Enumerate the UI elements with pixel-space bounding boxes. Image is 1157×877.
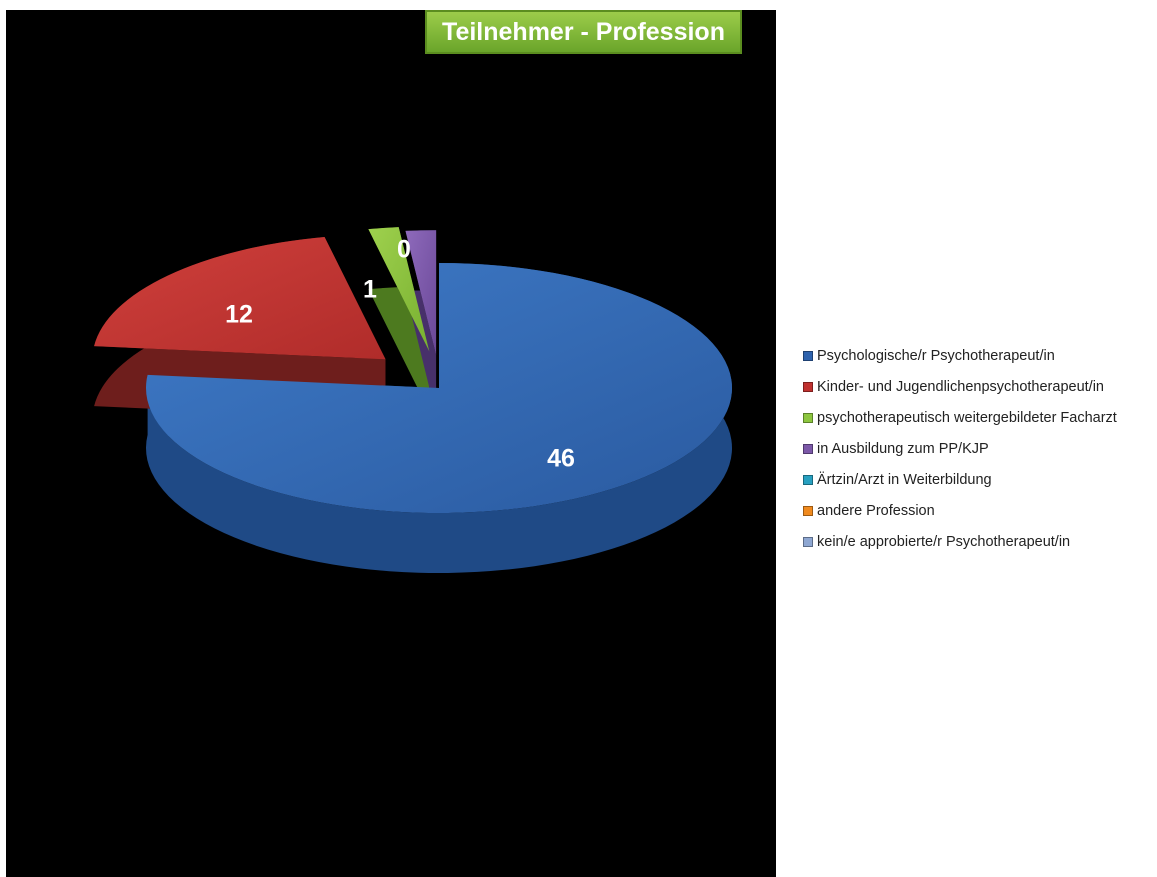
legend-swatch [803, 412, 813, 423]
pie-slice-2 [368, 227, 430, 352]
legend-swatch [803, 350, 813, 361]
legend-label: andere Profession [817, 502, 935, 519]
pie-slice-side-2 [368, 227, 430, 412]
chart-title: Teilnehmer - Profession [425, 10, 742, 54]
data-label-0: 46 [547, 445, 575, 473]
legend-swatch [803, 381, 813, 392]
legend-item: kein/e approbierte/r Psychotherapeut/in [803, 526, 1157, 557]
legend-item: psychotherapeutisch weitergebildeter Fac… [803, 402, 1157, 433]
pie-slice-1 [94, 236, 386, 360]
data-label-3: 0 [397, 236, 411, 264]
legend-item: Kinder- und Jugendlichenpsychotherapeut/… [803, 371, 1157, 402]
legend-label: Ärtzin/Arzt in Weiterbildung [817, 471, 992, 488]
legend-label: kein/e approbierte/r Psychotherapeut/in [817, 533, 1071, 550]
legend-label: Kinder- und Jugendlichenpsychotherapeut/… [817, 378, 1104, 395]
legend-item: andere Profession [803, 495, 1157, 526]
legend-swatch [803, 505, 813, 516]
data-label-2: 1 [363, 276, 377, 304]
legend-label: in Ausbildung zum PP/KJP [817, 440, 989, 457]
chart-panel: 46 12 1 0 Teilnehmer - Profession [6, 10, 776, 877]
legend-item: Psychologische/r Psychotherapeut/in [803, 340, 1157, 371]
legend: Psychologische/r Psychotherapeut/in Kinde… [803, 340, 1157, 557]
pie-slice-3 [405, 230, 437, 356]
legend-swatch [803, 443, 813, 454]
legend-label: psychotherapeutisch weitergebildeter Fac… [817, 409, 1117, 426]
legend-swatch [803, 536, 813, 547]
data-label-1: 12 [225, 301, 253, 329]
legend-item: Ärtzin/Arzt in Weiterbildung [803, 464, 1157, 495]
legend-item: in Ausbildung zum PP/KJP [803, 433, 1157, 464]
pie-slice-0 [145, 263, 732, 513]
legend-label: Psychologische/r Psychotherapeut/in [817, 347, 1055, 364]
pie-chart: 46 12 10 [94, 227, 732, 573]
legend-swatch [803, 474, 813, 485]
